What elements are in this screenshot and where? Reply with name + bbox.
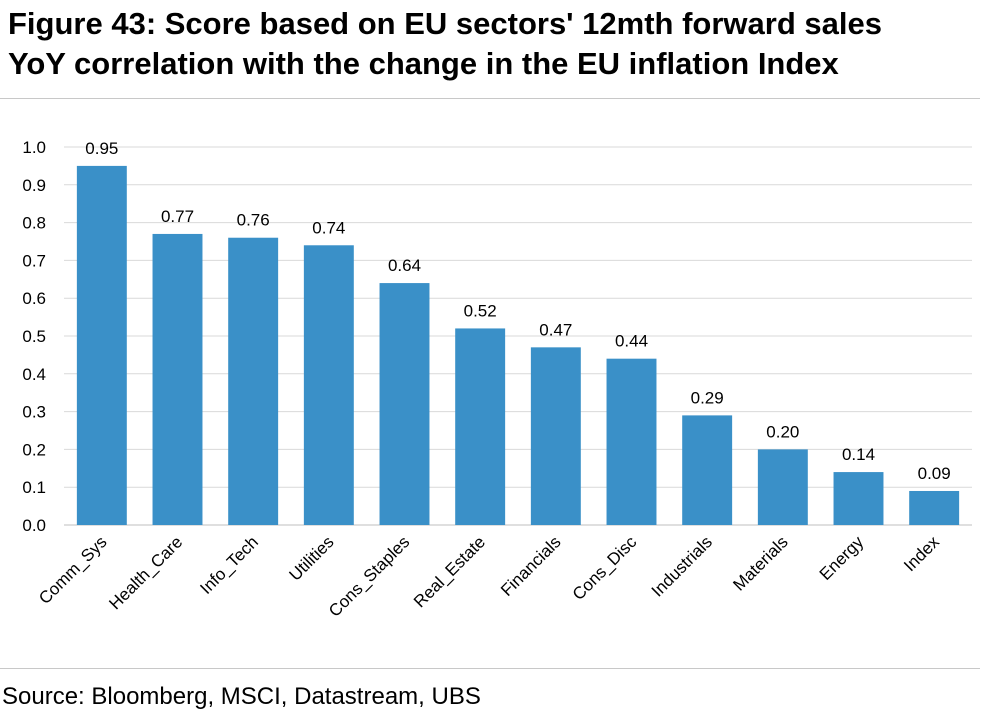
source-note: Source: Bloomberg, MSCI, Datastream, UBS <box>2 683 481 710</box>
title-divider <box>0 98 980 99</box>
data-label: 0.77 <box>161 207 194 226</box>
y-tick-label: 0.6 <box>22 289 46 308</box>
bar <box>228 237 279 525</box>
bar <box>530 347 581 525</box>
x-tick-label: Health_Care <box>105 532 186 613</box>
y-tick-label: 1.0 <box>22 138 46 157</box>
y-tick-label: 0.1 <box>22 478 46 497</box>
data-label: 0.64 <box>388 256 421 275</box>
y-tick-label: 0.2 <box>22 440 46 459</box>
bar-chart: 0.00.10.20.30.40.50.60.70.80.91.0 0.950.… <box>22 138 972 621</box>
y-tick-label: 0.4 <box>22 365 46 384</box>
data-label: 0.47 <box>539 320 572 339</box>
data-label: 0.09 <box>918 464 951 483</box>
x-tick-label: Utilities <box>285 532 337 584</box>
data-labels: 0.95 0.77 0.76 0.74 0.64 0.52 0.47 0.44 0.29 0.20… <box>85 139 950 483</box>
footer-divider <box>0 668 980 669</box>
x-tick-label: Cons_Disc <box>569 532 641 604</box>
x-tick-label: Energy <box>816 532 868 584</box>
y-axis: 0.0 0.1 0.2 0.3 0.4 0.5 0.6 0.7 0.8 0.9 1.0 <box>22 138 46 535</box>
x-tick-label: Real_Estate <box>410 532 489 611</box>
bar <box>682 415 733 525</box>
bar <box>833 472 884 525</box>
bar <box>379 283 430 525</box>
data-label: 0.44 <box>615 332 648 351</box>
x-tick-label: Info_Tech <box>196 532 262 598</box>
bar <box>757 449 808 525</box>
y-tick-label: 0.8 <box>22 214 46 233</box>
bar <box>76 165 127 525</box>
y-tick-label: 0.0 <box>22 516 46 535</box>
bar <box>606 358 657 525</box>
title-line-1: Figure 43: Score based on EU sectors' 12… <box>8 6 882 41</box>
x-tick-label: Comm_Sys <box>35 532 111 608</box>
y-tick-label: 0.3 <box>22 403 46 422</box>
data-label: 0.95 <box>85 139 118 158</box>
data-label: 0.74 <box>312 218 345 237</box>
title-line-2: YoY correlation with the change in the E… <box>8 46 839 81</box>
chart-title: Figure 43: Score based on EU sectors' 12… <box>8 4 983 84</box>
bar <box>303 245 354 525</box>
x-tick-label: Financials <box>497 532 565 600</box>
data-label: 0.52 <box>464 301 497 320</box>
data-label: 0.76 <box>237 211 270 230</box>
x-tick-label: Cons_Staples <box>325 532 413 620</box>
y-tick-label: 0.7 <box>22 251 46 270</box>
bars <box>76 165 960 525</box>
data-label: 0.29 <box>691 388 724 407</box>
bar <box>455 328 506 525</box>
x-tick-label: Index <box>900 532 943 575</box>
bar <box>909 490 960 525</box>
x-tick-label: Materials <box>729 532 791 594</box>
data-label: 0.20 <box>766 422 799 441</box>
grid-lines <box>64 146 972 526</box>
x-tick-label: Industrials <box>648 532 716 600</box>
data-label: 0.14 <box>842 445 875 464</box>
y-tick-label: 0.9 <box>22 176 46 195</box>
bar <box>152 233 203 525</box>
y-tick-label: 0.5 <box>22 327 46 346</box>
